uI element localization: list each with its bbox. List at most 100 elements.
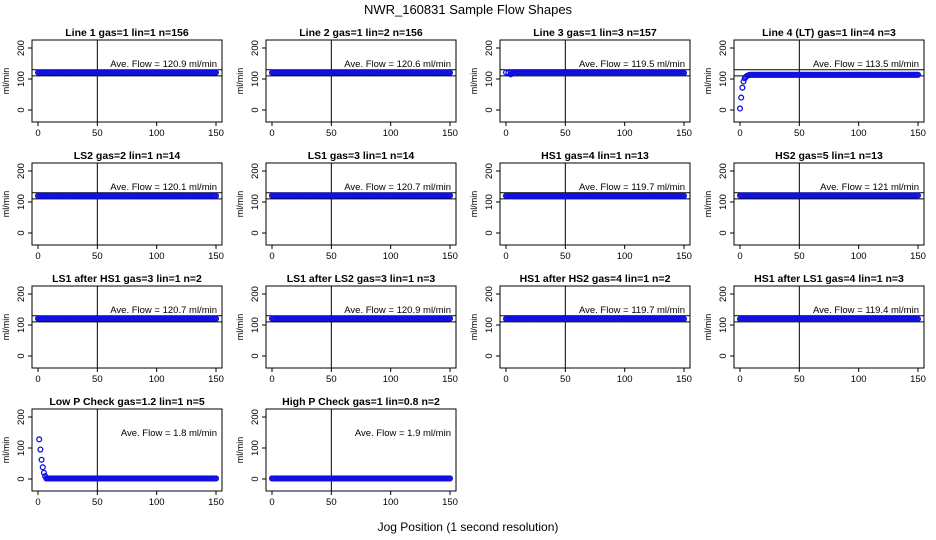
figure-x-axis-label: Jog Position (1 second resolution) xyxy=(378,520,559,534)
chart-14-points xyxy=(268,475,454,482)
chart-6-x-tick-label: 50 xyxy=(326,251,337,262)
chart-13-y-tick-label: 100 xyxy=(16,440,27,456)
chart-9-x-tick-label: 100 xyxy=(149,374,165,385)
chart-13-x-tick-label: 100 xyxy=(149,497,165,508)
chart-14-y-tick-label: 200 xyxy=(250,409,261,425)
chart-4-y-tick-label: 0 xyxy=(718,107,729,112)
chart-3-x-tick-label: 0 xyxy=(503,128,508,139)
chart-7-title: HS1 gas=4 lin=1 n=13 xyxy=(541,150,649,162)
chart-11-plot-frame xyxy=(499,285,691,369)
chart-8-y-axis-label: ml/min xyxy=(703,191,713,218)
chart-12-mean-annotation: Ave. Flow = 119.4 ml/min xyxy=(813,305,919,316)
chart-3-y-tick-label: 200 xyxy=(484,40,495,56)
chart-4-point xyxy=(914,71,922,78)
chart-3-plot-frame xyxy=(499,39,691,123)
chart-8-x-tick-label: 50 xyxy=(794,251,805,262)
chart-3-y-tick-label: 100 xyxy=(484,71,495,87)
chart-13-point xyxy=(37,446,44,453)
chart-10-x-tick-label: 150 xyxy=(442,374,458,385)
chart-6-x-tick-label: 100 xyxy=(383,251,399,262)
chart-10-y-axis-label: ml/min xyxy=(235,314,245,341)
chart-3-mean-annotation: Ave. Flow = 119.5 ml/min xyxy=(579,59,685,70)
chart-7-points xyxy=(502,192,688,199)
chart-6-point xyxy=(446,192,454,199)
chart-9-y-axis-label: ml/min xyxy=(1,314,11,341)
chart-13-x-tick-label: 0 xyxy=(35,497,40,508)
chart-4-point xyxy=(740,78,747,85)
chart-9-panel: LS1 after HS1 gas=3 lin=1 n=2 0 100 200 ml/m… xyxy=(1,273,224,385)
chart-5-y-axis-label: ml/min xyxy=(1,191,11,218)
chart-13-panel: Low P Check gas=1.2 lin=1 n=5 0 100 200 ml/m… xyxy=(1,396,224,508)
chart-2-x-tick-label: 100 xyxy=(383,128,399,139)
chart-13-title: Low P Check gas=1.2 lin=1 n=5 xyxy=(49,396,204,408)
chart-7-mean-annotation: Ave. Flow = 119.7 ml/min xyxy=(579,182,685,193)
chart-14-x-tick-label: 150 xyxy=(442,497,458,508)
chart-6-mean-annotation: Ave. Flow = 120.7 ml/min xyxy=(344,182,451,193)
chart-1-y-tick-label: 0 xyxy=(16,107,27,112)
chart-1-y-axis-label: ml/min xyxy=(1,68,11,95)
chart-6-title: LS1 gas=3 lin=1 n=14 xyxy=(308,150,415,162)
chart-14-y-axis-label: ml/min xyxy=(235,437,245,464)
chart-5-y-tick-label: 100 xyxy=(16,194,27,210)
chart-10-panel: LS1 after LS2 gas=3 lin=1 n=3 0 100 200 ml/m… xyxy=(235,273,458,385)
chart-6-y-axis-label: ml/min xyxy=(235,191,245,218)
chart-7-panel: HS1 gas=4 lin=1 n=13 0 100 200 ml/min 0 50 100 1… xyxy=(469,150,692,262)
chart-3-points xyxy=(502,69,688,78)
chart-2-x-tick-label: 150 xyxy=(442,128,458,139)
chart-11-title: HS1 after HS2 gas=4 lin=1 n=2 xyxy=(520,273,671,285)
chart-8-x-tick-label: 100 xyxy=(851,251,867,262)
chart-1-x-tick-label: 50 xyxy=(92,128,103,139)
chart-13-y-axis-label: ml/min xyxy=(1,437,11,464)
chart-2-title: Line 2 gas=1 lin=2 n=156 xyxy=(299,27,423,39)
chart-6-y-tick-label: 0 xyxy=(250,230,261,235)
chart-13-mean-annotation: Ave. Flow = 1.8 ml/min xyxy=(121,428,217,439)
chart-1-panel: Line 1 gas=1 lin=1 n=156 0 100 200 ml/min 0 50… xyxy=(1,27,224,139)
chart-4-x-tick-label: 150 xyxy=(910,128,926,139)
chart-13-x-tick-label: 150 xyxy=(208,497,224,508)
chart-12-title: HS1 after LS1 gas=4 lin=1 n=3 xyxy=(754,273,904,285)
chart-11-y-tick-label: 200 xyxy=(484,286,495,302)
chart-13-point xyxy=(212,475,220,482)
chart-6-plot-frame xyxy=(265,162,457,246)
chart-13-point xyxy=(39,464,46,471)
chart-5-points xyxy=(34,192,220,199)
chart-13-point xyxy=(36,436,43,443)
chart-1-x-tick-label: 150 xyxy=(208,128,224,139)
chart-13-points xyxy=(36,436,220,482)
chart-6-y-tick-label: 100 xyxy=(250,194,261,210)
chart-8-mean-annotation: Ave. Flow = 121 ml/min xyxy=(820,182,919,193)
chart-6-y-tick-label: 200 xyxy=(250,163,261,179)
chart-11-y-axis-label: ml/min xyxy=(469,314,479,341)
chart-4-point xyxy=(739,84,746,91)
chart-4-mean-annotation: Ave. Flow = 113.5 ml/min xyxy=(813,59,919,70)
chart-4-y-tick-label: 200 xyxy=(718,40,729,56)
chart-5-x-tick-label: 100 xyxy=(149,251,165,262)
chart-1-mean-annotation: Ave. Flow = 120.9 ml/min xyxy=(110,59,217,70)
chart-4-title: Line 4 (LT) gas=1 lin=4 n=3 xyxy=(762,27,896,39)
chart-4-x-tick-label: 50 xyxy=(794,128,805,139)
chart-3-panel: Line 3 gas=1 lin=3 n=157 0 100 200 ml/min 0 50… xyxy=(469,27,692,139)
chart-11-points xyxy=(502,315,688,322)
chart-1-points xyxy=(34,69,220,76)
chart-2-y-tick-label: 0 xyxy=(250,107,261,112)
chart-12-y-tick-label: 100 xyxy=(718,317,729,333)
chart-14-x-tick-label: 0 xyxy=(269,497,274,508)
chart-10-mean-annotation: Ave. Flow = 120.9 ml/min xyxy=(344,305,451,316)
chart-3-x-tick-label: 100 xyxy=(617,128,633,139)
chart-2-points xyxy=(268,69,454,76)
chart-11-panel: HS1 after HS2 gas=4 lin=1 n=2 0 100 200 ml/m… xyxy=(469,273,692,385)
chart-3-title: Line 3 gas=1 lin=3 n=157 xyxy=(533,27,657,39)
chart-10-point xyxy=(446,315,454,322)
chart-5-x-tick-label: 0 xyxy=(35,251,40,262)
chart-14-x-tick-label: 50 xyxy=(326,497,337,508)
chart-1-x-tick-label: 100 xyxy=(149,128,165,139)
chart-9-x-tick-label: 150 xyxy=(208,374,224,385)
chart-8-x-tick-label: 150 xyxy=(910,251,926,262)
chart-8-points xyxy=(736,192,922,199)
chart-7-point xyxy=(680,192,688,199)
chart-7-plot-frame xyxy=(499,162,691,246)
chart-13-point xyxy=(40,469,47,476)
chart-14-plot-frame xyxy=(265,408,457,492)
chart-4-x-tick-label: 0 xyxy=(737,128,742,139)
chart-10-title: LS1 after LS2 gas=3 lin=1 n=3 xyxy=(287,273,436,285)
